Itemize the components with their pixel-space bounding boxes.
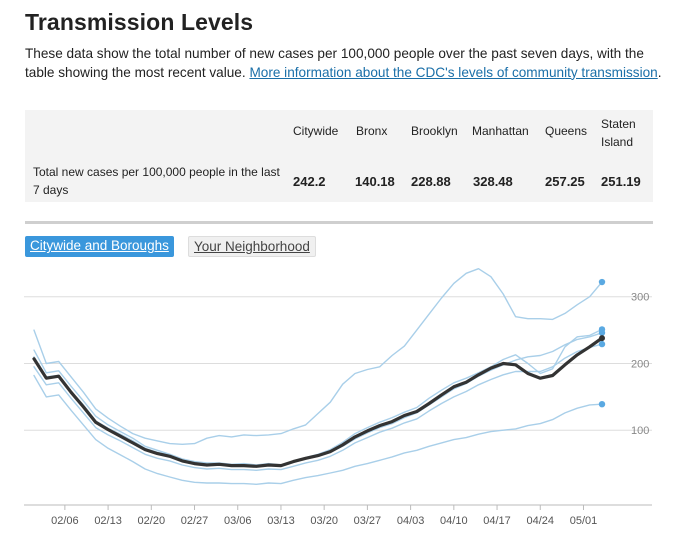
header-citywide: Citywide — [293, 124, 339, 138]
series-line-citywide — [32, 336, 604, 468]
header-manhattan: Manhattan — [472, 124, 529, 138]
description-end: . — [657, 64, 662, 80]
description-text: These data show the total number of new … — [25, 46, 644, 80]
x-tick-label-04-03: 04/03 — [397, 515, 425, 527]
header-staten-island: Staten Island — [601, 117, 636, 149]
x-tick-label-03-27: 03/27 — [354, 515, 382, 527]
x-tick-label-02-20: 02/20 — [138, 515, 166, 527]
series-line-borough-5 — [33, 374, 603, 485]
value-staten-island: 251.19 — [601, 174, 641, 189]
section-divider — [25, 221, 653, 224]
x-tick-label-05-01: 05/01 — [570, 515, 598, 527]
series-endpoint-borough-5 — [598, 400, 606, 408]
header-bronx: Bronx — [356, 124, 388, 138]
x-tick-label-02-06: 02/06 — [51, 515, 79, 527]
series-endpoint-citywide — [599, 335, 605, 342]
header-queens: Queens — [545, 124, 588, 138]
transmission-table: Citywide Bronx Brooklyn Manhattan Queens… — [25, 110, 653, 202]
x-tick-label-02-13: 02/13 — [94, 515, 122, 527]
cdc-levels-link[interactable]: More information about the CDC's levels … — [249, 64, 658, 80]
header-brooklyn: Brooklyn — [411, 124, 458, 138]
y-tick-label-100: 100 — [631, 425, 649, 437]
x-tick-label-03-20: 03/20 — [310, 515, 338, 527]
y-tick-label-300: 300 — [631, 292, 649, 304]
series-endpoint-borough-3 — [598, 329, 606, 336]
x-tick-label-04-10: 04/10 — [440, 515, 468, 527]
description: These data show the total number of new … — [25, 45, 665, 82]
y-tick-label-200: 200 — [631, 358, 649, 370]
series-line-borough-3 — [33, 332, 603, 467]
series-endpoint-borough-4 — [598, 340, 606, 348]
tab-your-neighborhood[interactable]: Your Neighborhood — [188, 236, 316, 257]
page-title: Transmission Levels — [25, 9, 254, 35]
value-queens: 257.25 — [545, 174, 585, 189]
row-label: Total new cases per 100,000 people in th… — [33, 165, 280, 197]
tab-citywide-and-boroughs[interactable]: Citywide and Boroughs — [25, 236, 174, 257]
x-tick-label-03-06: 03/06 — [224, 515, 252, 527]
x-tick-label-03-13: 03/13 — [267, 515, 295, 527]
x-tick-label-04-17: 04/17 — [483, 515, 511, 527]
series-endpoint-borough-1 — [598, 278, 606, 286]
value-manhattan: 328.48 — [473, 174, 513, 189]
series-line-borough-1 — [33, 268, 603, 445]
x-tick-label-02-27: 02/27 — [181, 515, 209, 527]
x-tick-label-04-24: 04/24 — [526, 515, 554, 527]
series-line-borough-2 — [33, 328, 603, 466]
value-citywide: 242.2 — [293, 174, 326, 189]
value-bronx: 140.18 — [355, 174, 395, 189]
series-line-borough-4 — [33, 343, 603, 471]
value-brooklyn: 228.88 — [411, 174, 451, 189]
